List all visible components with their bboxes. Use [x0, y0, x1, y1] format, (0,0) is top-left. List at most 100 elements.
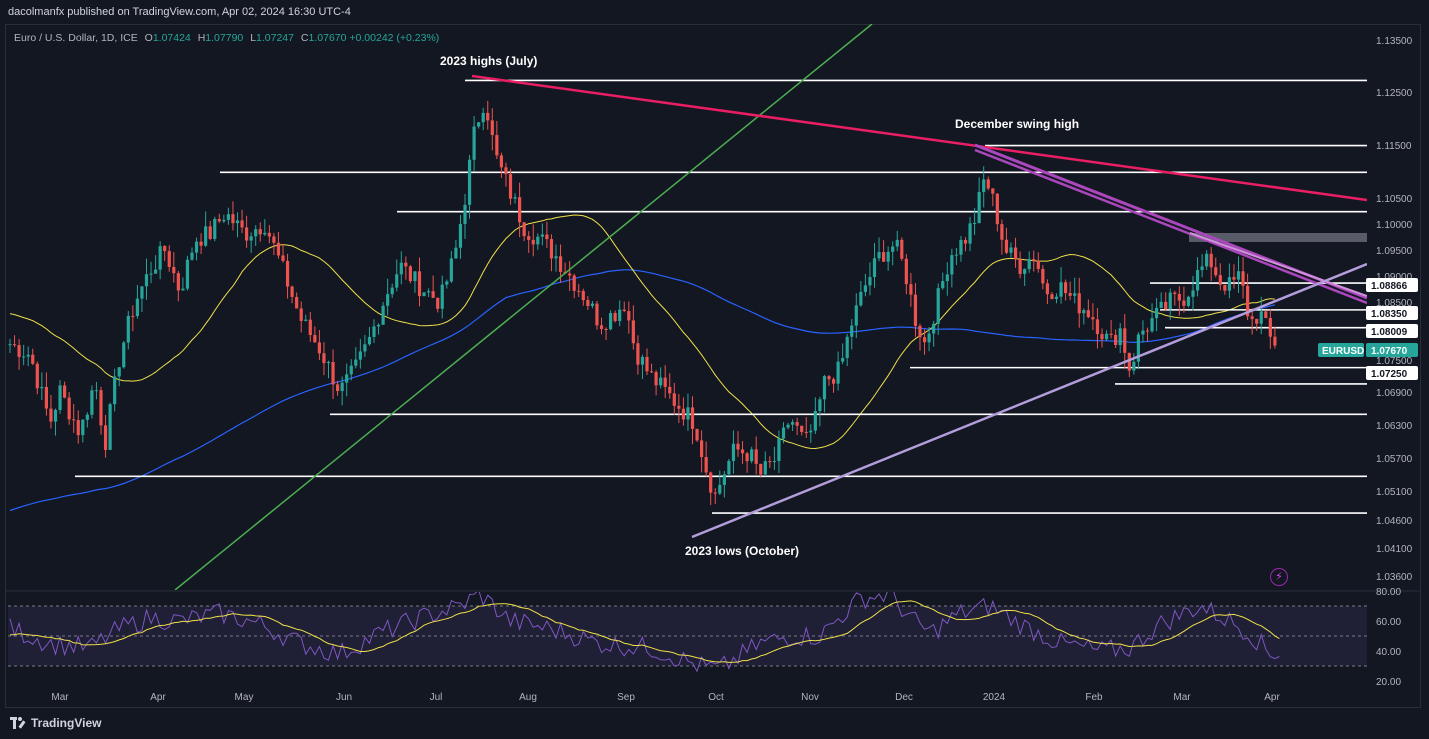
symbol-tag-label: EURUSD [1322, 346, 1364, 357]
time-axis-tick: Jun [336, 692, 352, 703]
candle-down [913, 294, 918, 326]
candle-down [613, 312, 617, 322]
top-bar: dacolmanfx published on TradingView.com,… [0, 0, 1429, 24]
rsi-line [9, 592, 1280, 673]
candle-down [645, 356, 649, 372]
candle-up [340, 382, 344, 392]
candle-up [376, 324, 381, 327]
last-price-box [1366, 343, 1418, 357]
candle-up [390, 287, 394, 295]
price-axis-tick: 1.12500 [1376, 88, 1413, 99]
time-axis-tick: Mar [1173, 692, 1191, 703]
candle-down [436, 297, 440, 309]
candle-down [31, 354, 35, 364]
candle-down [167, 251, 171, 268]
price-axis-tick: 1.04600 [1376, 516, 1413, 527]
candle-up [927, 333, 931, 343]
candle-up [440, 284, 444, 309]
candle-down [631, 320, 635, 344]
candle-up [358, 351, 362, 360]
candle-up [1227, 277, 1231, 291]
candle-up [1027, 259, 1031, 270]
candle-up [536, 236, 540, 245]
candle-up [791, 422, 795, 425]
candle-up [936, 288, 940, 324]
candle-down [245, 227, 249, 241]
candle-down [1091, 317, 1095, 320]
candle-down [1109, 333, 1113, 335]
candle-up [372, 326, 376, 337]
price-level-label: 1.08350 [1371, 309, 1408, 320]
candle-up [126, 315, 130, 343]
candle-down [704, 457, 708, 473]
candle-down [1145, 330, 1150, 332]
candle-down [568, 273, 572, 276]
candle-down [1264, 311, 1268, 319]
candle-up [413, 271, 417, 282]
chart-frame [5, 24, 1421, 708]
candle-down [599, 325, 604, 329]
candle-up [1200, 266, 1204, 271]
price-level-label: 1.07250 [1371, 369, 1408, 380]
candle-down [490, 120, 494, 136]
candle-up [249, 236, 253, 241]
candle-down [745, 453, 749, 462]
candle-up [895, 239, 899, 247]
symbol-tag-box [1318, 343, 1364, 357]
candle-up [859, 291, 863, 306]
price-axis-tick: 1.10000 [1376, 220, 1413, 231]
candle-up [863, 285, 867, 292]
candle-up [818, 399, 822, 411]
candle-down [690, 407, 695, 429]
candle-up [877, 252, 881, 259]
candle-up [959, 239, 963, 255]
candle-down [900, 239, 904, 259]
candle-down [1250, 316, 1254, 319]
candle-up [1259, 311, 1263, 324]
candle-up [349, 365, 353, 375]
candle-down [1000, 224, 1004, 240]
candle-down [604, 328, 608, 330]
candle-down [700, 440, 704, 458]
candle-down [649, 371, 654, 373]
time-axis-tick: Apr [150, 692, 166, 703]
candle-down [1045, 283, 1049, 295]
candle-down [1223, 284, 1227, 291]
candle-up [445, 281, 449, 285]
candle-up [1168, 292, 1172, 309]
candle-down [408, 266, 412, 282]
candle-down [404, 262, 408, 267]
candle-down [495, 135, 499, 156]
candle-up [449, 258, 453, 282]
candle-up [1155, 307, 1159, 319]
candle-down [1013, 247, 1018, 260]
candle-down [1064, 282, 1068, 294]
candle-down [909, 284, 913, 295]
candle-down [709, 472, 713, 493]
candle-down [231, 214, 235, 224]
price-axis-tick: 1.03600 [1376, 572, 1413, 583]
candle-up [22, 356, 26, 358]
candle-up [185, 259, 190, 289]
tradingview-brand[interactable]: TradingView [10, 716, 101, 730]
candle-down [918, 325, 922, 338]
candle-down [1018, 259, 1022, 274]
resistance-zone [1189, 233, 1367, 242]
trendline-lavender-support [691, 262, 1367, 539]
candle-down [131, 315, 135, 317]
footer-bar [0, 708, 1429, 739]
candle-down [800, 425, 804, 432]
price-level-box [1366, 306, 1418, 320]
flash-icon[interactable]: ⚡ [1270, 568, 1288, 586]
candle-down [272, 236, 276, 243]
candle-up [263, 232, 267, 235]
candle-down [736, 443, 740, 450]
legend-open-value: 1.07424 [152, 32, 191, 44]
candle-up [781, 427, 786, 439]
candle-down [1123, 328, 1127, 353]
price-axis-tick: 1.06900 [1376, 388, 1413, 399]
candle-up [686, 407, 690, 420]
candle-up [1073, 293, 1077, 296]
candle-down [995, 193, 999, 225]
